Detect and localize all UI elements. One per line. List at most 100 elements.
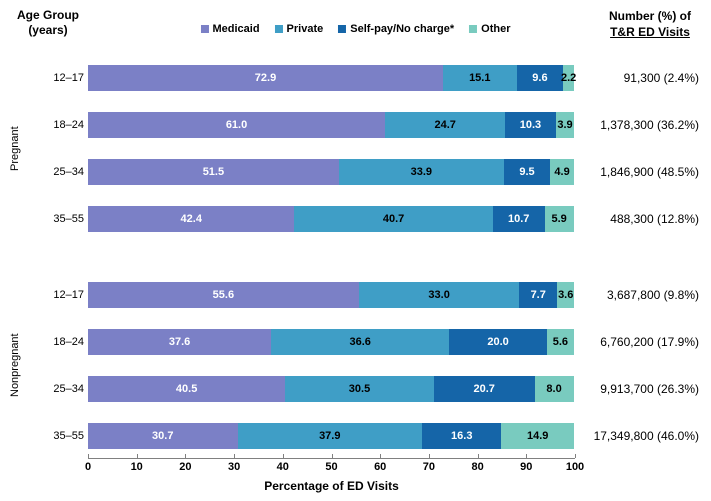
visits-value: 17,349,800 (46.0%) [593,429,699,443]
x-axis-title: Percentage of ED Visits [264,479,399,493]
segment-value-label: 30.5 [348,383,371,395]
bar-segment-private: 40.7 [294,206,493,232]
legend-label: Self-pay/No charge* [350,23,455,35]
axis-tick [331,454,333,458]
bar-row: 18–24 61.0 24.7 10.3 3.9 1,378,300 (36.2… [30,112,711,138]
bar-row: 25–34 51.5 33.9 9.5 4.9 1,846,900 (48.5%… [30,159,711,185]
axis-tick [185,454,187,458]
segment-value-label: 40.7 [382,213,405,225]
axis-tick [136,454,138,458]
bar-segment-medicaid: 51.5 [88,159,339,185]
segment-value-label: 55.6 [212,289,235,301]
bar-segment-selfpay: 10.3 [505,112,556,138]
segment-value-label: 42.4 [180,213,202,225]
tick-label: 0 [84,461,92,473]
x-axis-ticks [88,454,576,458]
segment-value-label: 33.9 [410,166,433,178]
segment-value-label: 16.3 [451,430,473,442]
axis-tick [234,454,236,458]
bar-segment-medicaid: 42.4 [88,206,295,232]
legend-label: Private [286,23,324,35]
axis-tick [575,454,576,458]
segment-value-label: 20.7 [473,383,495,395]
age-label: 12–17 [53,72,84,84]
bar-segment-medicaid: 55.6 [88,282,359,308]
visits-value: 91,300 (2.4%) [623,71,699,85]
visits-value: 488,300 (12.8%) [610,212,699,226]
stacked-bar: 61.0 24.7 10.3 3.9 [88,112,575,138]
segment-value-label: 7.7 [530,289,546,301]
bar-segment-other: 8.0 [534,376,574,402]
visits-value: 9,913,700 (26.3%) [600,382,699,396]
tick-label: 50 [325,461,338,473]
legend-item-other: Other [469,23,511,35]
axis-tick [526,454,528,458]
stacked-bar: 30.7 37.9 16.3 14.9 [88,423,575,449]
bar-segment-private: 30.5 [285,376,434,402]
bar-segment-medicaid: 37.6 [88,329,272,355]
segment-value-label: 8.0 [546,383,562,395]
bar-segment-other: 14.9 [501,423,574,449]
stacked-bar: 37.6 36.6 20.0 5.6 [88,329,575,355]
segment-value-label: 3.6 [558,289,574,301]
visits-column-header-line2: T&R ED Visits [610,25,690,39]
axis-tick [380,454,382,458]
x-axis-tick-labels: 0 10 20 30 40 50 60 70 80 90 100 [84,461,584,475]
bar-segment-private: 33.0 [358,282,520,308]
group-label-pregnant: Pregnant [9,126,21,171]
bar-segment-private: 36.6 [271,329,450,355]
visits-value: 1,378,300 (36.2%) [600,118,699,132]
group-nonpregnant: Nonpregnant 12–17 55.6 33.0 7.7 3.6 3,68… [0,282,711,449]
bar-row: 35–55 42.4 40.7 10.7 5.9 488,300 (12.8%) [30,206,711,232]
y-axis-header-line2: (years) [28,23,68,37]
axis-tick [88,454,89,458]
segment-value-label: 37.9 [319,430,341,442]
private-swatch-icon [274,25,283,33]
tick-label: 100 [565,461,585,473]
bar-segment-private: 33.9 [338,159,504,185]
bar-segment-other: 5.6 [546,329,574,355]
other-swatch-icon [469,25,478,33]
age-label: 25–34 [53,383,84,395]
stacked-bar: 72.9 15.1 9.6 2.2 [88,65,576,91]
tick-label: 70 [422,461,436,473]
stacked-bar: 51.5 33.9 9.5 4.9 [88,159,575,185]
x-axis: 0 10 20 30 40 50 60 70 80 90 100 Percent… [84,454,584,493]
bar-segment-private: 37.9 [237,423,423,449]
axis-tick [428,454,430,458]
visits-column-header-line1: Number (%) of [609,9,691,23]
segment-value-label: 10.3 [519,119,542,131]
age-label: 25–34 [53,166,84,178]
bar-segment-other: 3.6 [556,282,575,308]
age-label: 18–24 [53,119,84,131]
segment-value-label: 5.9 [551,213,567,225]
segment-value-label: 72.9 [254,72,277,84]
segment-value-label: 10.7 [508,213,530,225]
y-axis-header-line1: Age Group [17,8,79,22]
bar-row: 25–34 40.5 30.5 20.7 8.0 9,913,700 (26.3… [30,376,711,402]
group-rows: 12–17 72.9 15.1 9.6 2.2 91,300 (2.4%) 18… [30,65,711,232]
segment-value-label: 14.9 [527,430,549,442]
group-rows: 12–17 55.6 33.0 7.7 3.6 3,687,800 (9.8%)… [30,282,711,449]
tick-label: 30 [227,461,241,473]
segment-value-label: 30.7 [152,430,174,442]
legend-item-private: Private [274,23,324,35]
axis-tick [282,454,284,458]
y-axis-header: Age Group (years) [6,8,90,38]
bar-segment-private: 15.1 [443,65,517,91]
bar-segment-medicaid: 30.7 [88,423,238,449]
legend-label: Other [481,23,511,35]
segment-value-label: 9.5 [519,166,535,178]
segment-value-label: 33.0 [428,289,450,301]
bar-segment-selfpay: 7.7 [519,282,557,308]
tick-label: 60 [374,461,387,473]
bar-row: 12–17 55.6 33.0 7.7 3.6 3,687,800 (9.8%) [30,282,711,308]
stacked-bar: 40.5 30.5 20.7 8.0 [88,376,575,402]
bar-segment-selfpay: 20.0 [449,329,547,355]
tick-label: 10 [130,461,143,473]
segment-value-label: 5.6 [552,336,569,348]
segment-value-label: 15.1 [469,72,491,84]
tick-label: 80 [471,461,484,473]
bar-segment-selfpay: 10.7 [492,206,545,232]
